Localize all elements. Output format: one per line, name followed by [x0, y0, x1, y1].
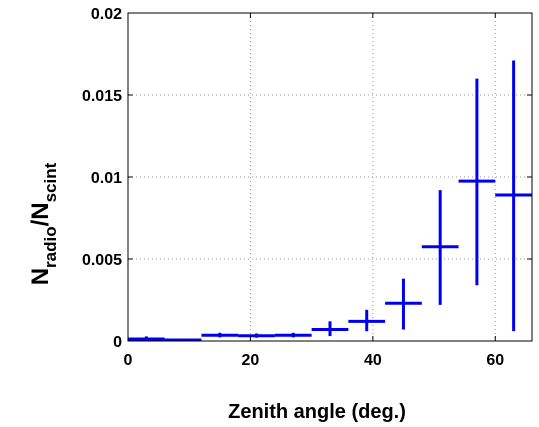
data-point — [274, 332, 312, 338]
data-point — [458, 78, 496, 286]
data-point — [348, 309, 386, 332]
y-tick-label: 0.02 — [91, 6, 122, 23]
x-tick-label: 40 — [364, 352, 382, 369]
y-tick-label: 0.005 — [82, 252, 122, 269]
data-point — [238, 333, 275, 338]
grid — [128, 13, 532, 341]
x-tick-label: 60 — [486, 352, 504, 369]
x-axis-title: Zenith angle (deg.) — [228, 401, 406, 423]
y-axis-title-sub-radio: radio — [41, 226, 60, 268]
x-tick-label: 20 — [242, 352, 260, 369]
data-point — [421, 190, 459, 305]
y-axis-title-slash: / — [27, 219, 54, 226]
y-axis-title: Nradio/Nscint — [27, 162, 60, 285]
data-point — [311, 321, 349, 337]
y-axis-title-n2: N — [27, 202, 54, 219]
data-point — [385, 278, 422, 330]
y-tick-label: 0.015 — [82, 88, 122, 105]
y-tick-label: 0 — [113, 334, 122, 351]
x-tick-label: 0 — [124, 352, 133, 369]
y-axis-title-sub-scint: scint — [41, 162, 60, 202]
data-point — [128, 336, 165, 341]
data-series — [128, 60, 532, 342]
data-point — [495, 60, 532, 332]
ticks: 0 20 40 60 0 0.005 0.01 0.015 0.02 — [82, 6, 532, 369]
y-tick-label: 0.01 — [91, 170, 122, 187]
y-axis-title-n: N — [27, 268, 54, 285]
data-point — [201, 332, 239, 338]
data-point — [164, 338, 202, 342]
